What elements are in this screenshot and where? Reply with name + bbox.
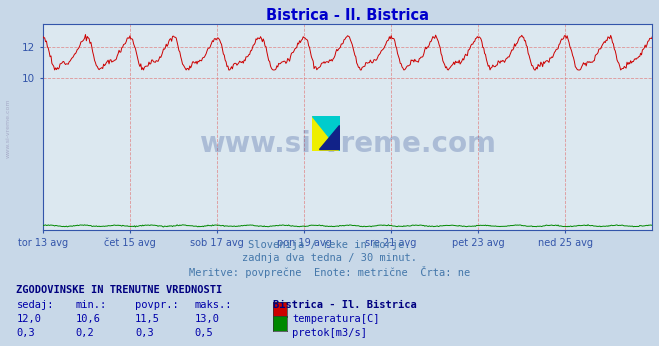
Polygon shape: [312, 116, 340, 151]
Text: zadnja dva tedna / 30 minut.: zadnja dva tedna / 30 minut.: [242, 253, 417, 263]
Text: Meritve: povprečne  Enote: metrične  Črta: ne: Meritve: povprečne Enote: metrične Črta:…: [189, 266, 470, 278]
Text: 13,0: 13,0: [194, 314, 219, 324]
Text: 0,2: 0,2: [76, 328, 94, 338]
Text: min.:: min.:: [76, 300, 107, 310]
Text: Bistrica - Il. Bistrica: Bistrica - Il. Bistrica: [273, 300, 417, 310]
Text: www.si-vreme.com: www.si-vreme.com: [5, 98, 11, 158]
Text: Slovenija / reke in morje.: Slovenija / reke in morje.: [248, 240, 411, 251]
Polygon shape: [319, 125, 339, 149]
Polygon shape: [312, 116, 340, 151]
Text: 11,5: 11,5: [135, 314, 160, 324]
Text: 10,6: 10,6: [76, 314, 101, 324]
Text: povpr.:: povpr.:: [135, 300, 179, 310]
Text: pretok[m3/s]: pretok[m3/s]: [292, 328, 367, 338]
Text: sedaj:: sedaj:: [16, 300, 54, 310]
Text: 0,3: 0,3: [135, 328, 154, 338]
Text: 0,3: 0,3: [16, 328, 35, 338]
Text: 12,0: 12,0: [16, 314, 42, 324]
Text: www.si-vreme.com: www.si-vreme.com: [199, 130, 496, 158]
Title: Bistrica - Il. Bistrica: Bistrica - Il. Bistrica: [266, 8, 429, 23]
Text: maks.:: maks.:: [194, 300, 232, 310]
Text: 0,5: 0,5: [194, 328, 213, 338]
Text: ZGODOVINSKE IN TRENUTNE VREDNOSTI: ZGODOVINSKE IN TRENUTNE VREDNOSTI: [16, 285, 223, 295]
Text: temperatura[C]: temperatura[C]: [292, 314, 380, 324]
